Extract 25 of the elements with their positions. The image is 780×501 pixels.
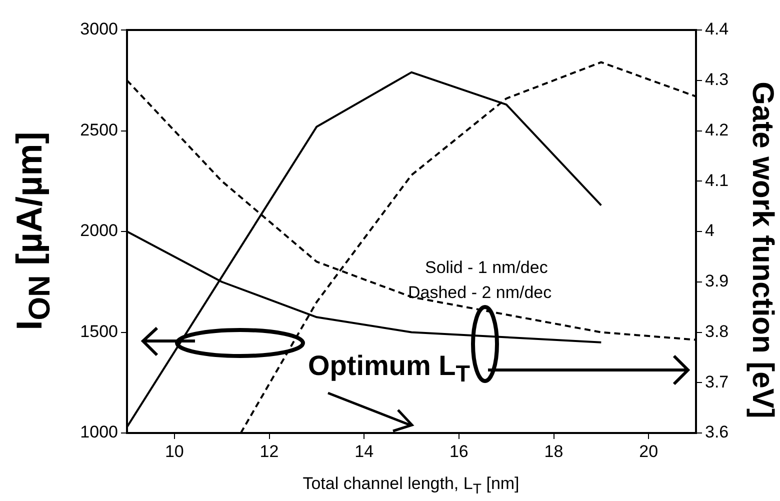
y-tick-label: 1500 — [80, 322, 118, 341]
y-tick-label: 3000 — [80, 20, 118, 39]
x-tick-label: 20 — [639, 442, 658, 461]
y2-tick-label: 3.9 — [705, 272, 729, 291]
y2-tick-label: 4.1 — [705, 170, 729, 190]
y-tick-label: 2000 — [80, 221, 118, 240]
y2-tick-label: 3.8 — [705, 322, 729, 341]
y2-tick-label: 4.2 — [705, 120, 729, 140]
y2-axis-title: Gate work function [eV] — [745, 82, 779, 418]
x-tick-label: 12 — [260, 442, 279, 461]
x-tick-label: 14 — [354, 442, 374, 461]
y2-tick-label: 4 — [705, 221, 714, 240]
y2-tick-label: 4.4 — [705, 20, 729, 39]
x-tick-label: 16 — [449, 442, 468, 461]
y2-tick-label: 3.7 — [705, 372, 729, 392]
y-tick-label: 2500 — [80, 120, 118, 140]
x-tick-label: 10 — [164, 442, 184, 461]
y2-tick-label: 3.6 — [705, 422, 729, 442]
y2-tick-label: 4.3 — [705, 70, 729, 90]
x-axis-title: Total channel length, L$_{T}$ [nm] — [302, 474, 520, 498]
annotation: Dashed - 2 nm/dec — [408, 283, 552, 303]
annotation: Solid - 1 nm/dec — [425, 258, 548, 278]
x-tick-label: 18 — [544, 442, 564, 461]
y-tick-label: 1000 — [80, 422, 118, 442]
annotation: Optimum L$_{T}$ — [308, 350, 470, 388]
